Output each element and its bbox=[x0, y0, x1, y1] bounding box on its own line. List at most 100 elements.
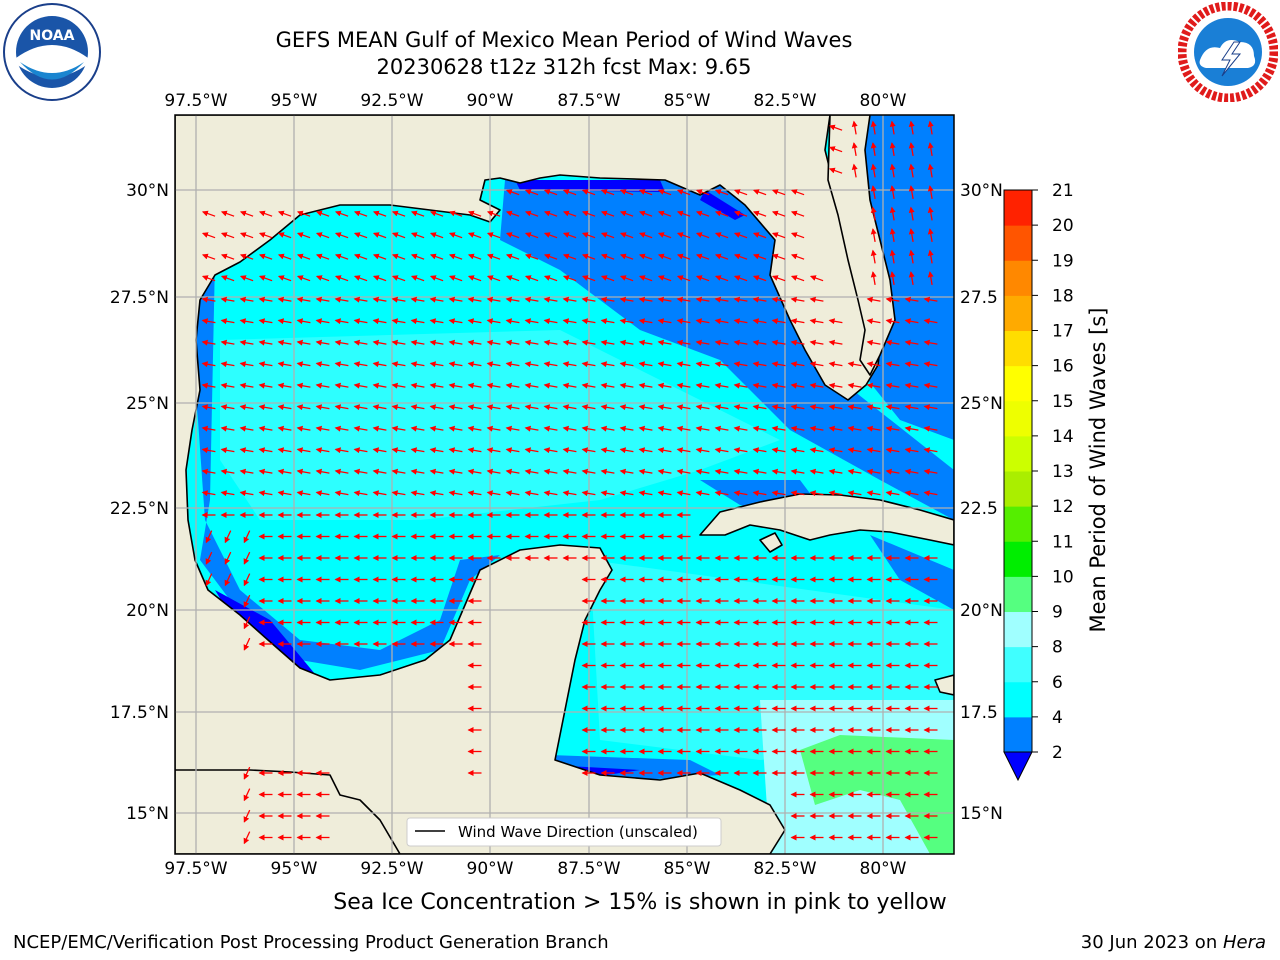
wind-wave-arrow bbox=[866, 468, 881, 475]
wind-wave-arrow bbox=[870, 163, 877, 178]
wind-wave-arrow bbox=[201, 382, 216, 389]
wind-wave-arrow bbox=[467, 210, 482, 217]
wind-wave-arrow bbox=[638, 318, 653, 325]
wind-wave-arrow bbox=[277, 318, 292, 325]
lat-lon-gridlines bbox=[175, 115, 954, 854]
wind-wave-arrow bbox=[889, 271, 896, 286]
colorbar-tick-label: 2 bbox=[1052, 743, 1063, 763]
wind-wave-arrow bbox=[752, 447, 767, 454]
wind-wave-arrow bbox=[562, 468, 577, 475]
colorbar-segment bbox=[1004, 295, 1032, 332]
lat-tick-label-left: 15°N bbox=[126, 804, 169, 824]
wind-wave-arrow bbox=[315, 425, 330, 432]
wind-wave-arrow bbox=[600, 468, 615, 475]
wind-wave-arrow bbox=[239, 447, 254, 454]
wind-wave-arrow bbox=[239, 232, 254, 239]
wind-wave-arrow bbox=[885, 361, 900, 368]
wind-wave-arrow bbox=[315, 253, 330, 260]
wind-wave-arrow bbox=[543, 468, 558, 475]
wind-wave-arrow bbox=[657, 253, 672, 260]
wind-wave-arrow bbox=[619, 296, 634, 303]
wind-wave-arrow bbox=[927, 206, 934, 221]
wind-wave-arrow bbox=[927, 142, 934, 157]
wind-wave-arrow bbox=[923, 490, 938, 497]
latitude-labels-right: 30°N 27.5 25°N 22.5 20°N 17.5 15°N bbox=[960, 181, 1003, 824]
wind-wave-arrow bbox=[657, 382, 672, 389]
wind-wave-arrow bbox=[752, 425, 767, 432]
colorbar-segment bbox=[1004, 541, 1032, 577]
wind-wave-arrow bbox=[505, 189, 520, 196]
wind-wave-arrow bbox=[600, 318, 615, 325]
wind-wave-arrow bbox=[315, 275, 330, 282]
wind-wave-arrow bbox=[752, 468, 767, 475]
wind-wave-arrow bbox=[927, 120, 934, 135]
wind-wave-arrow bbox=[904, 382, 919, 389]
wind-wave-arrow bbox=[372, 275, 387, 282]
wind-wave-arrow bbox=[543, 210, 558, 217]
wind-wave-arrow bbox=[657, 404, 672, 411]
wind-wave-arrow bbox=[334, 361, 349, 368]
wind-wave-arrow bbox=[657, 425, 672, 432]
wind-wave-arrow bbox=[524, 447, 539, 454]
wind-wave-arrow bbox=[790, 318, 805, 325]
wind-wave-arrow bbox=[676, 210, 691, 217]
wind-wave-arrow bbox=[828, 361, 843, 368]
wind-wave-arrow bbox=[600, 253, 615, 260]
wind-wave-arrow bbox=[220, 490, 235, 497]
wind-wave-arrow bbox=[908, 185, 915, 200]
colorbar-segment bbox=[1004, 365, 1032, 402]
wind-wave-arrow bbox=[505, 296, 520, 303]
colorbar: 2 4 6 8 9 10 11 12 13 14 15 16 17 18 19 20 21 bbox=[1003, 181, 1074, 782]
wind-wave-arrow bbox=[277, 382, 292, 389]
wind-wave-arrow bbox=[847, 404, 862, 411]
wind-wave-arrow bbox=[467, 447, 482, 454]
wind-wave-arrow bbox=[505, 490, 520, 497]
wind-wave-arrow bbox=[315, 361, 330, 368]
wind-wave-arrow bbox=[695, 318, 710, 325]
lat-tick-label-right: 22.5 bbox=[960, 499, 998, 519]
wind-wave-arrow bbox=[505, 253, 520, 260]
wind-wave-arrow bbox=[277, 232, 292, 239]
wind-wave-arrow bbox=[543, 490, 558, 497]
wind-wave-arrow bbox=[505, 232, 520, 239]
wind-wave-arrow bbox=[224, 530, 232, 544]
wind-wave-arrow bbox=[771, 210, 786, 217]
wind-wave-arrow bbox=[505, 404, 520, 411]
wind-wave-arrow bbox=[714, 361, 729, 368]
wind-wave-arrow bbox=[543, 425, 558, 432]
wind-wave-arrow bbox=[391, 425, 406, 432]
wind-wave-arrow bbox=[562, 275, 577, 282]
wind-wave-arrow bbox=[695, 210, 710, 217]
wind-wave-arrow bbox=[923, 296, 938, 303]
wind-wave-arrow bbox=[410, 296, 425, 303]
wind-wave-arrow bbox=[429, 296, 444, 303]
wind-wave-arrow bbox=[600, 425, 615, 432]
wind-wave-arrow bbox=[372, 232, 387, 239]
wind-wave-arrow bbox=[771, 232, 786, 239]
wind-wave-arrow bbox=[201, 425, 216, 432]
wind-wave-arrow bbox=[277, 468, 292, 475]
wind-wave-arrow bbox=[334, 232, 349, 239]
wind-wave-arrow bbox=[581, 361, 596, 368]
wind-wave-arrow bbox=[372, 253, 387, 260]
wind-wave-arrow bbox=[372, 425, 387, 432]
wind-wave-arrow bbox=[467, 361, 482, 368]
wind-wave-arrow bbox=[657, 210, 672, 217]
wind-wave-arrow bbox=[353, 253, 368, 260]
wind-wave-arrow bbox=[372, 447, 387, 454]
wind-wave-arrow bbox=[486, 425, 501, 432]
lon-tick-label: 82.5°W bbox=[753, 91, 816, 111]
wind-wave-arrow bbox=[562, 490, 577, 497]
lat-tick-label-left: 30°N bbox=[126, 181, 169, 201]
colorbar-segment bbox=[1004, 506, 1032, 542]
wind-wave-arrow bbox=[410, 490, 425, 497]
wind-wave-arrow bbox=[429, 232, 444, 239]
wind-wave-arrow bbox=[828, 382, 843, 389]
wind-wave-arrow bbox=[866, 318, 881, 325]
wind-wave-arrow bbox=[562, 318, 577, 325]
wind-wave-arrow bbox=[885, 296, 900, 303]
wind-wave-arrow bbox=[277, 490, 292, 497]
wind-wave-arrow bbox=[923, 425, 938, 432]
wind-wave-arrow bbox=[201, 468, 216, 475]
wind-wave-arrow bbox=[562, 382, 577, 389]
